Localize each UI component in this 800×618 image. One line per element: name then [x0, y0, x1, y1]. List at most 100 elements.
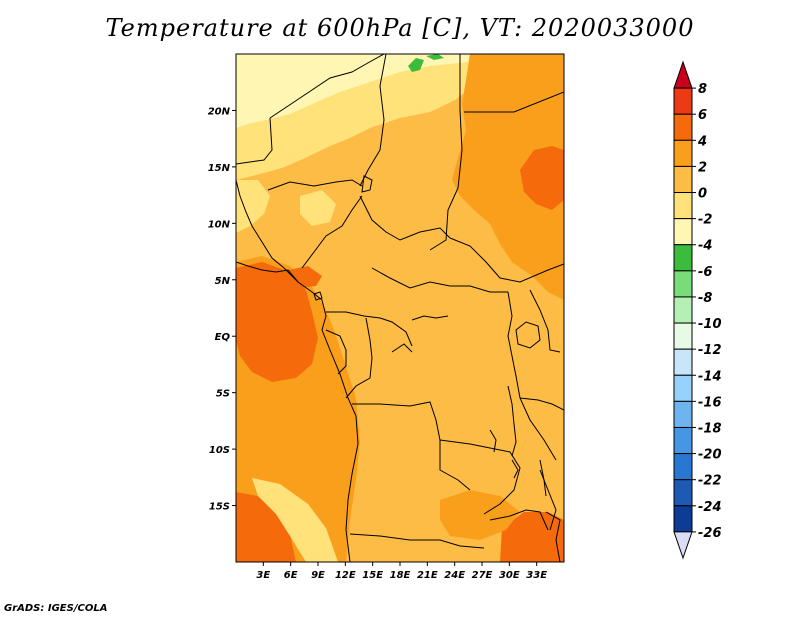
colorbar-box: [673, 296, 693, 324]
colorbar-top-arrow: [673, 60, 693, 89]
chart-title: Temperature at 600hPa [C], VT: 202003300…: [105, 14, 695, 42]
colorbar-box: [673, 87, 693, 115]
lat-tick-label: 20N: [208, 106, 231, 117]
colorbar-box: [673, 453, 693, 481]
colorbar-box: [673, 244, 693, 272]
lon-tick-label: 24E: [444, 570, 465, 581]
border-angola-namibia: [349, 533, 485, 549]
border-zimbabwe: [489, 509, 549, 531]
lat-tick-label: 15S: [209, 502, 230, 513]
colorbar-label: -14: [698, 369, 722, 384]
lat-tick-label: 10N: [208, 219, 231, 230]
border-sudan-chad: [429, 54, 463, 251]
lat-tick-label: 5S: [216, 389, 230, 400]
lake-tanganyika: [507, 385, 517, 457]
colorbar-label: -10: [698, 317, 722, 332]
border-cameroon-congo: [326, 311, 413, 347]
contour-4-to-6-southwest: [236, 492, 296, 562]
colorbar-label: 6: [698, 108, 707, 123]
colorbar-label: -12: [698, 343, 722, 358]
colorbar-box: [673, 139, 693, 167]
lon-tick-label: 27E: [472, 570, 493, 581]
colorbar-box: [673, 270, 693, 298]
contour--2-to-0-west: [236, 180, 270, 232]
colorbar: 8 6 4 2 0 -2 -4 -6 -8 -10 -12 -14 -16 -18 -20 -22 -24 -26: [673, 60, 722, 560]
border-congo-drc: [345, 317, 373, 399]
colorbar-box: [673, 218, 693, 246]
colorbar-box: [673, 322, 693, 350]
border-chad-car: [359, 195, 451, 241]
colorbar-label: -26: [698, 526, 722, 541]
border-niger-nigeria: [267, 179, 363, 191]
lon-tick-label: 3E: [256, 570, 270, 581]
colorbar-label: 0: [698, 187, 707, 202]
colorbar-bottom-arrow: [673, 531, 693, 560]
lon-tick-label: 9E: [311, 570, 325, 581]
lon-tick-label: 15E: [362, 570, 383, 581]
lat-axis: 20N 15N 10N 5N EQ 5S 10S 15S: [208, 106, 236, 513]
colorbar-label: -16: [698, 395, 722, 410]
lat-tick-label: EQ: [215, 332, 231, 343]
coastline-gulf-of-guinea: [236, 261, 299, 283]
colorbar-label: -2: [698, 213, 712, 228]
colorbar-label: 2: [698, 160, 707, 175]
colorbar-label: -18: [698, 421, 722, 436]
lake-chad: [361, 175, 373, 193]
border-south-sudan: [449, 237, 564, 283]
colorbar-box: [673, 192, 693, 220]
contour--2-to-0-mid: [300, 190, 336, 226]
temperature-field: [236, 54, 564, 562]
contour-4-to-6-coast: [288, 266, 322, 288]
coastline-west-africa: [236, 179, 359, 562]
lon-tick-label: 21E: [417, 570, 438, 581]
border-tanzania: [519, 397, 564, 411]
contour-4-to-6-southeast: [500, 512, 564, 562]
river-congo-4: [511, 459, 519, 479]
colorbar-box: [673, 165, 693, 194]
border-zambia: [439, 439, 521, 515]
lon-tick-label: 30E: [499, 570, 520, 581]
border-sahara-north: [269, 54, 385, 119]
colorbar-label: 8: [698, 82, 707, 97]
colorbar-label: -6: [698, 265, 712, 280]
colorbar-box: [673, 374, 693, 402]
lon-axis: 3E 6E 9E 12E 15E 18E 21E 24E 27E 30E 33E: [256, 562, 547, 581]
colorbar-label: -24: [698, 500, 722, 515]
colorbar-label: -20: [698, 448, 722, 463]
border-uganda-kenya: [529, 289, 561, 353]
river-congo-3: [489, 429, 497, 453]
credit-label: GrADS: IGES/COLA: [4, 603, 108, 614]
border-egypt-sudan: [464, 91, 564, 113]
river-congo-2: [391, 343, 413, 353]
contour-green-patch-2: [426, 54, 444, 60]
contour-green-patch: [408, 58, 424, 72]
border-gabon: [325, 329, 347, 375]
colorbar-box: [673, 348, 693, 376]
contour-below--2-north: [236, 54, 470, 128]
island-bioko: [313, 291, 323, 301]
colorbar-label: -8: [698, 291, 712, 306]
lat-tick-label: 10S: [209, 445, 230, 456]
contour-2-to-4-east: [452, 54, 564, 300]
lon-tick-label: 33E: [526, 570, 547, 581]
contour--2-to-0-southwest: [252, 478, 338, 562]
river-congo-1: [411, 315, 449, 321]
lat-tick-label: 15N: [208, 163, 231, 174]
colorbar-box: [673, 479, 693, 507]
border-mali-niger: [236, 117, 273, 165]
contour-4-to-6-east: [520, 146, 564, 210]
colorbar-box: [673, 113, 693, 141]
lat-tick-label: 5N: [215, 276, 231, 287]
colorbar-box: [673, 400, 693, 428]
border-car-drc: [371, 267, 508, 293]
lon-tick-label: 6E: [284, 570, 298, 581]
colorbar-label: -22: [698, 474, 722, 489]
lake-victoria: [515, 321, 541, 349]
border-drc-angola: [352, 401, 471, 491]
border-east-africa: [507, 291, 557, 461]
contour-2-to-4-south: [440, 490, 520, 540]
border-nigeria-cameroon: [301, 195, 363, 269]
border-libya-chad: [359, 54, 387, 187]
colorbar-label: -4: [698, 239, 712, 254]
